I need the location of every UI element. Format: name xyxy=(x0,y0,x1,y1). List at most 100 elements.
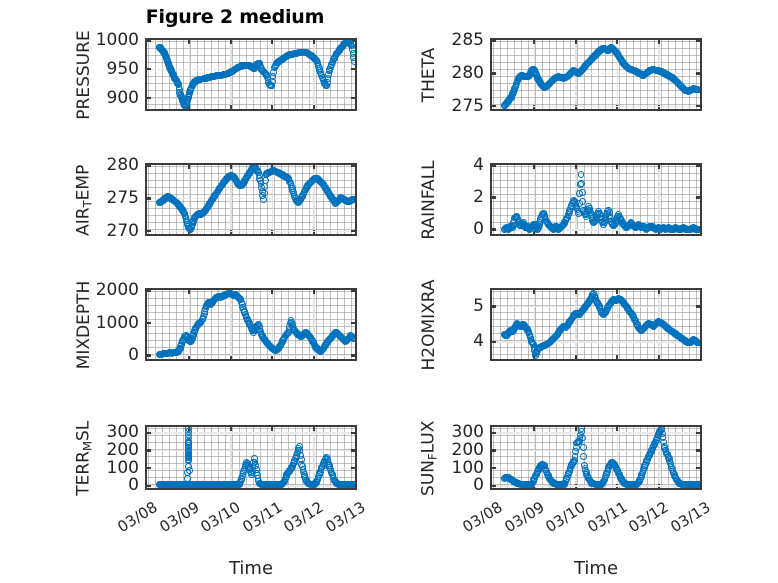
data-point xyxy=(695,481,700,488)
data-point xyxy=(579,434,586,442)
major-gridline-vertical xyxy=(271,165,274,234)
data-point xyxy=(185,467,193,474)
major-gridline-vertical xyxy=(313,40,315,109)
y-axis-label-mixdepth: MIXDEPTH xyxy=(74,280,94,369)
y-tick-label: 100 xyxy=(451,457,484,478)
x-tickmark xyxy=(312,105,316,109)
plot-panel-theta xyxy=(490,38,702,111)
data-point xyxy=(579,443,587,451)
x-tick-label: 03/09 xyxy=(500,498,548,537)
data-series-theta xyxy=(492,40,700,109)
x-tickmark xyxy=(187,40,191,44)
data-series-terr_msl xyxy=(147,427,355,488)
y-axis-label-text: AIRTEMP xyxy=(73,164,95,236)
y-tick-label: 5 xyxy=(473,295,484,316)
x-tickmark xyxy=(187,105,191,109)
x-tickmark xyxy=(574,40,577,44)
y-axis-label-text: TERRMSL xyxy=(73,420,95,496)
x-tickmark xyxy=(187,165,191,169)
y-tick-label: 2 xyxy=(473,187,484,208)
y-axis-label-h2omixra: H2OMIXRA xyxy=(419,278,439,371)
plot-panel-air_temp xyxy=(145,163,357,236)
y-tick-label: 275 xyxy=(451,95,484,116)
x-tickmark xyxy=(271,40,274,44)
y-tick-label: 300 xyxy=(106,422,139,443)
x-tickmark xyxy=(312,40,316,44)
plot-panel-pressure xyxy=(145,38,357,111)
major-gridline-vertical xyxy=(188,165,190,234)
major-gridline-horizontal xyxy=(147,97,355,99)
y-tick-label: 270 xyxy=(106,220,139,241)
data-series-h2omixra xyxy=(492,290,700,359)
data-point xyxy=(260,189,268,197)
major-gridline-vertical xyxy=(616,40,619,109)
y-tickmark xyxy=(696,72,700,75)
y-tick-label: 285 xyxy=(451,30,484,50)
y-tickmark xyxy=(147,165,151,167)
y-tick-label: 280 xyxy=(451,62,484,83)
data-point xyxy=(577,171,585,179)
y-tickmark xyxy=(351,165,355,167)
data-point xyxy=(694,86,700,94)
data-point xyxy=(580,453,588,460)
x-tickmark xyxy=(616,40,619,44)
major-gridline-vertical xyxy=(188,40,190,109)
data-point xyxy=(349,334,355,342)
y-tickmark xyxy=(351,96,355,100)
data-series-sun_flux xyxy=(492,427,700,488)
data-point xyxy=(349,195,355,203)
y-tickmark xyxy=(351,68,355,71)
data-series-rainfall xyxy=(492,165,700,234)
figure-title: Figure 2 medium xyxy=(145,6,325,28)
data-point xyxy=(578,180,586,187)
y-tickmark xyxy=(147,40,151,42)
y-tick-label: 4 xyxy=(473,331,484,352)
x-tickmark xyxy=(229,105,232,109)
y-tick-label: 1000 xyxy=(95,312,139,333)
y-tick-label: 100 xyxy=(106,457,139,478)
x-tick-label: 03/09 xyxy=(155,498,203,537)
y-tick-label: 0 xyxy=(473,219,484,240)
y-tick-label: 280 xyxy=(106,155,139,175)
y-tick-label: 275 xyxy=(106,187,139,208)
y-tick-label: 950 xyxy=(106,58,139,79)
y-tick-label: 0 xyxy=(473,475,484,496)
y-tick-label: 900 xyxy=(106,87,139,108)
x-axis-label: Time xyxy=(228,558,274,579)
data-point xyxy=(260,195,267,203)
x-tickmark xyxy=(532,40,536,44)
major-gridline-vertical xyxy=(230,165,232,234)
y-tick-label: 0 xyxy=(128,475,139,496)
y-tick-label: 1000 xyxy=(95,30,139,50)
y-tick-label: 4 xyxy=(473,155,484,175)
x-tick-label: 03/13 xyxy=(322,498,369,537)
x-tickmark xyxy=(229,165,232,169)
x-tick-label: 03/13 xyxy=(667,498,714,537)
data-series-air_temp xyxy=(147,165,355,234)
x-tick-label: 03/12 xyxy=(625,498,672,537)
plot-panel-terr_msl xyxy=(145,425,357,490)
y-axis-label-terr_msl: TERRMSL xyxy=(74,383,95,533)
x-tickmark xyxy=(312,165,316,169)
x-tickmark xyxy=(229,40,232,44)
y-tickmark xyxy=(492,105,496,108)
plot-panel-rainfall xyxy=(490,163,702,236)
major-gridline-horizontal xyxy=(492,105,700,108)
y-tick-label: 200 xyxy=(106,439,139,460)
y-tickmark xyxy=(492,40,496,42)
x-tick-label: 03/08 xyxy=(459,498,506,537)
data-point xyxy=(261,177,269,184)
x-tickmark xyxy=(271,105,274,109)
y-tickmark xyxy=(351,230,355,233)
y-tickmark xyxy=(696,40,700,42)
data-series-pressure xyxy=(147,40,355,109)
y-axis-label-text: SUNFLUX xyxy=(418,420,440,496)
x-tick-label: 03/11 xyxy=(239,498,286,537)
major-gridline-horizontal xyxy=(147,230,355,233)
data-point xyxy=(694,339,700,347)
major-gridline-horizontal xyxy=(147,197,355,200)
y-tickmark xyxy=(696,105,700,108)
y-tickmark xyxy=(147,96,151,100)
data-point xyxy=(694,225,700,233)
y-tickmark xyxy=(147,68,151,71)
